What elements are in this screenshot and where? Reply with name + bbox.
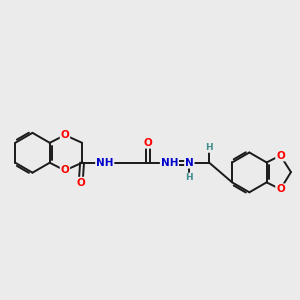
Text: NH: NH [96, 158, 113, 168]
Text: O: O [143, 138, 152, 148]
Text: O: O [76, 178, 85, 188]
Text: O: O [61, 130, 69, 140]
Text: H: H [185, 173, 193, 182]
Text: H: H [206, 143, 213, 152]
Text: O: O [61, 166, 69, 176]
Text: O: O [276, 151, 285, 160]
Text: O: O [276, 184, 285, 194]
Text: NH: NH [161, 158, 178, 168]
Text: N: N [185, 158, 194, 168]
